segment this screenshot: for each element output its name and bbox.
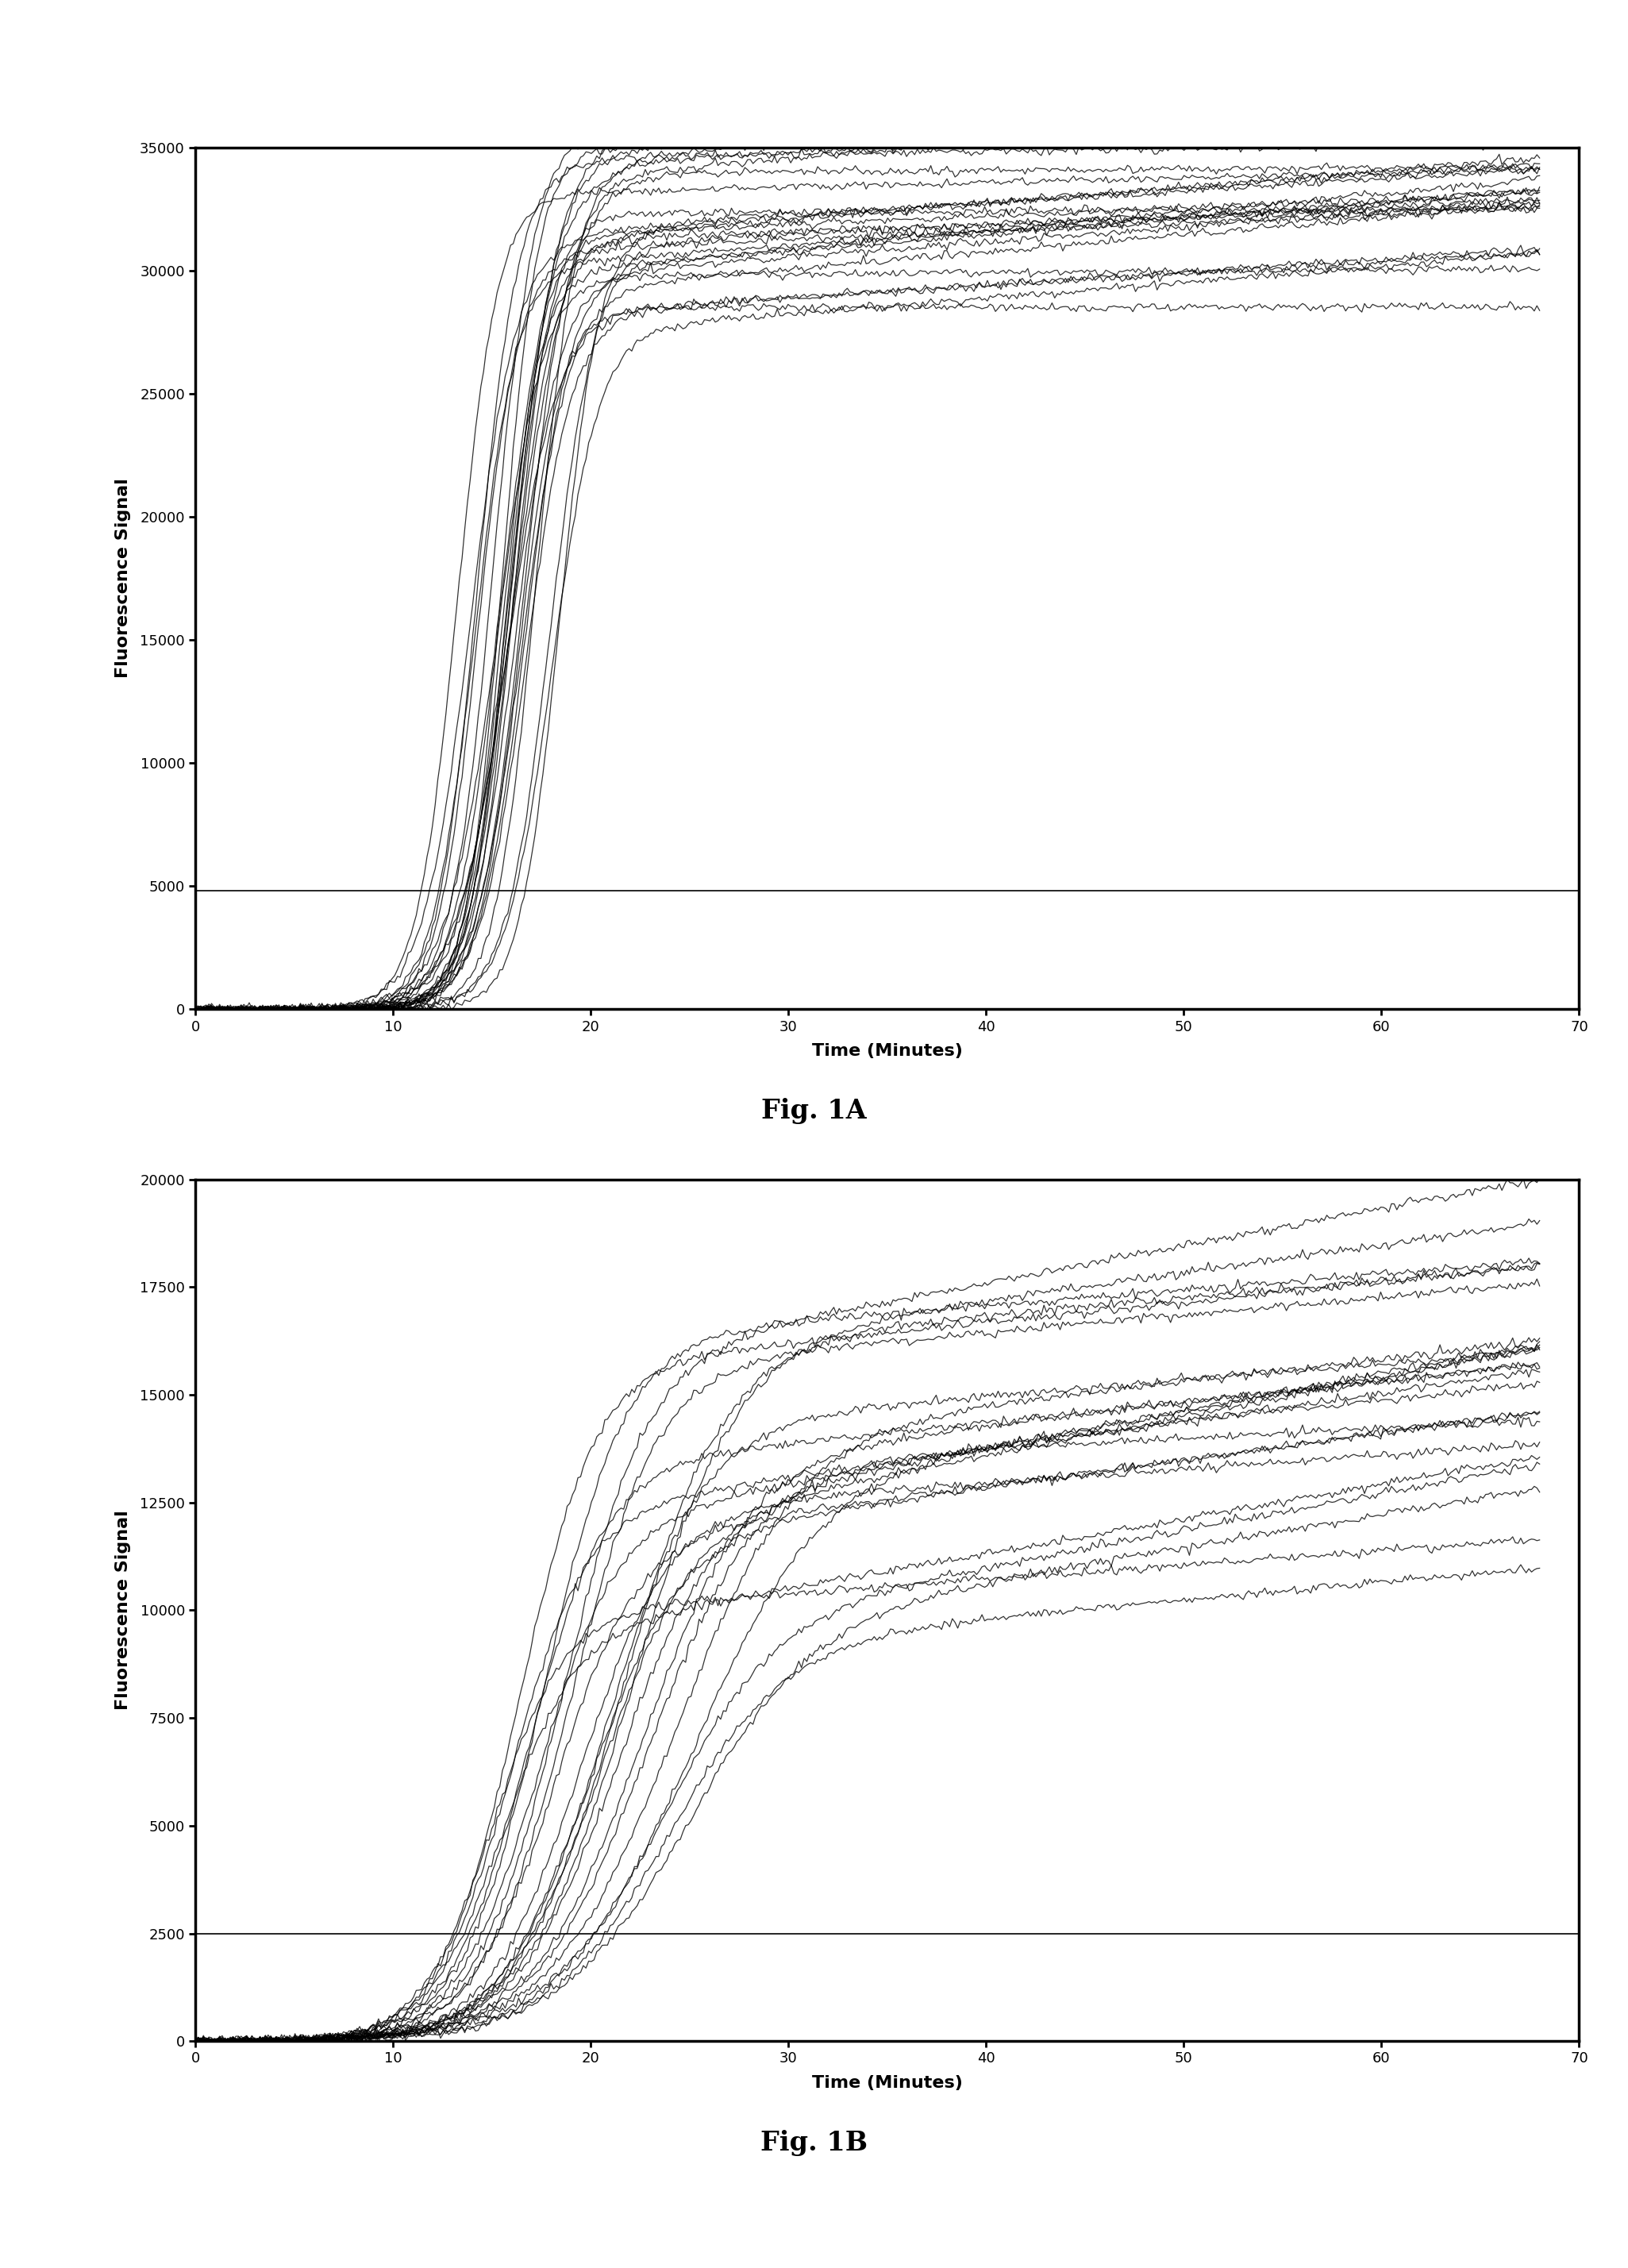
Y-axis label: Fluorescence Signal: Fluorescence Signal [116,1510,130,1710]
Text: Fig. 1B: Fig. 1B [760,2130,868,2157]
Y-axis label: Fluorescence Signal: Fluorescence Signal [116,479,130,678]
X-axis label: Time (Minutes): Time (Minutes) [812,2075,962,2091]
Text: Fig. 1A: Fig. 1A [762,1098,866,1125]
X-axis label: Time (Minutes): Time (Minutes) [812,1043,962,1059]
